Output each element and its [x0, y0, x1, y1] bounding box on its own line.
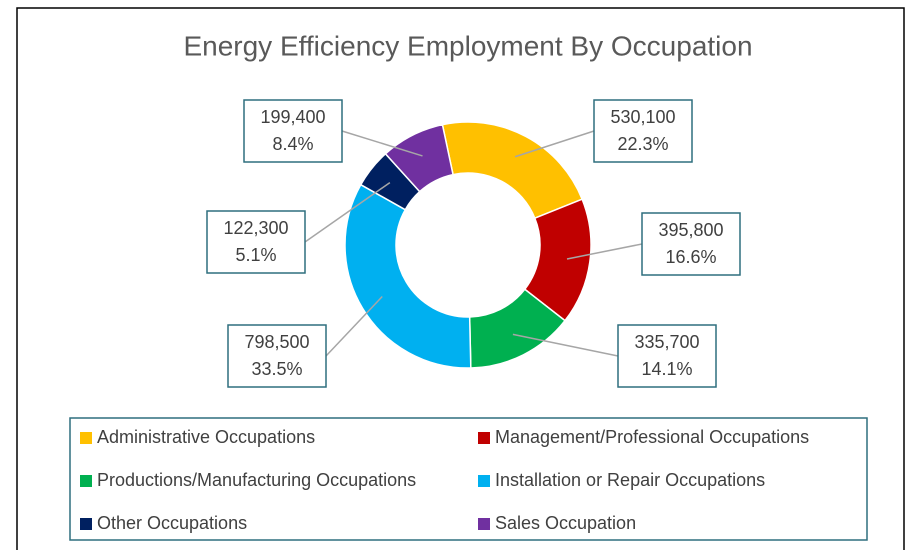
data-label-percent: 33.5%: [251, 359, 302, 379]
data-label-box: [206, 210, 306, 274]
leader-line: [341, 130, 423, 157]
leader-line: [512, 333, 619, 357]
legend-swatch: [80, 518, 92, 530]
data-label-box: [227, 324, 327, 388]
legend-frame: [69, 417, 868, 541]
donut-slice: [344, 183, 472, 369]
legend-label: Management/Professional Occupations: [495, 427, 809, 447]
legend-swatch: [478, 475, 490, 487]
data-label-value: 798,500: [244, 332, 309, 352]
leader-line: [304, 181, 391, 243]
data-label-box: [593, 99, 693, 163]
data-label-value: 530,100: [610, 107, 675, 127]
leader-line: [566, 243, 643, 260]
data-label-value: 199,400: [260, 107, 325, 127]
data-label-percent: 16.6%: [665, 247, 716, 267]
data-label-percent: 5.1%: [235, 245, 276, 265]
data-label-box: [641, 212, 741, 276]
data-label-percent: 14.1%: [641, 359, 692, 379]
data-label-value: 335,700: [634, 332, 699, 352]
data-label-value: 395,800: [658, 220, 723, 240]
donut-slice: [384, 123, 454, 193]
legend-label: Sales Occupation: [495, 513, 636, 533]
legend-swatch: [478, 432, 490, 444]
legend-swatch: [478, 518, 490, 530]
data-label-percent: 8.4%: [272, 134, 313, 154]
chart-title: Energy Efficiency Employment By Occupati…: [183, 30, 752, 61]
leader-line: [325, 295, 383, 357]
legend-label: Productions/Manufacturing Occupations: [97, 470, 416, 490]
legend-swatch: [80, 432, 92, 444]
leader-line: [514, 130, 595, 158]
legend-label: Installation or Repair Occupations: [495, 470, 765, 490]
legend-swatch: [80, 475, 92, 487]
legend-label: Administrative Occupations: [97, 427, 315, 447]
data-label-box: [243, 99, 343, 163]
legend-label: Other Occupations: [97, 513, 247, 533]
data-label-value: 122,300: [223, 218, 288, 238]
data-label-percent: 22.3%: [617, 134, 668, 154]
data-label-box: [617, 324, 717, 388]
